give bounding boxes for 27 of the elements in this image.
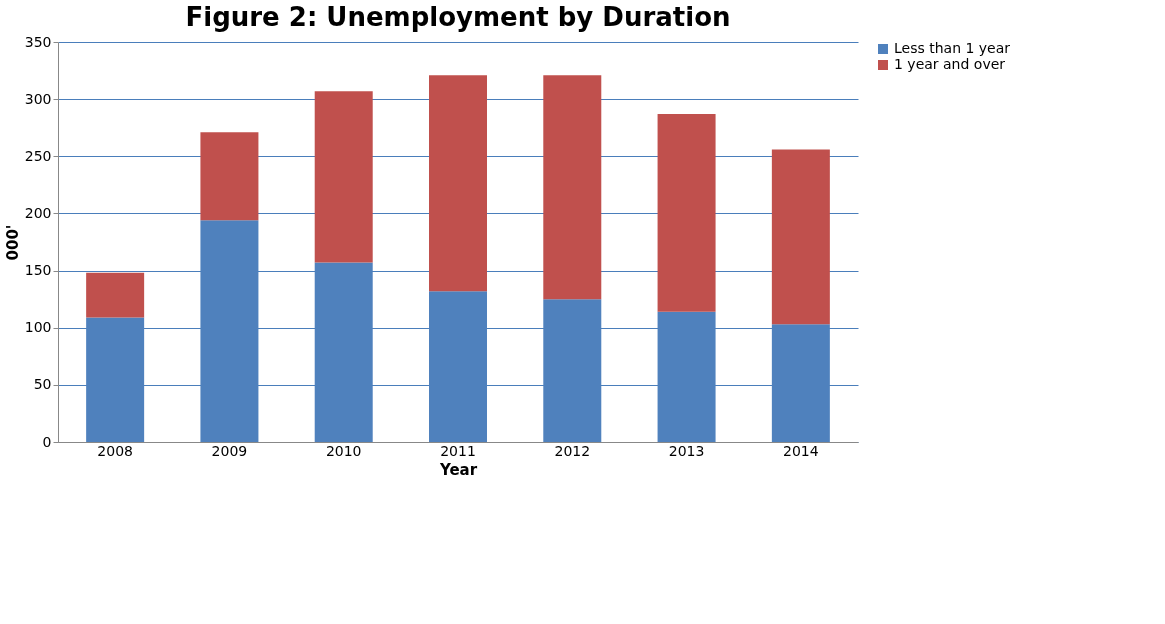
bar xyxy=(657,114,716,312)
y-tick-label: 100 xyxy=(24,319,52,336)
y-tick-label: 200 xyxy=(24,204,52,221)
x-tick-label: 2008 xyxy=(97,442,133,459)
y-tick-label: 350 xyxy=(24,33,52,50)
legend-label: 1 year and over xyxy=(894,56,1006,72)
x-tick-label: 2010 xyxy=(325,442,362,459)
y-tick-label: 300 xyxy=(24,90,52,107)
x-tick-label: 2014 xyxy=(783,442,819,459)
y-tick-label: 150 xyxy=(24,262,52,279)
y-tick-label: 250 xyxy=(24,147,52,164)
bar xyxy=(429,75,487,292)
x-tick-label: 2012 xyxy=(554,442,591,459)
y-tick-label: 50 xyxy=(33,376,52,393)
x-tick-label: 2013 xyxy=(668,442,705,459)
y-tick-label: 0 xyxy=(42,433,52,450)
bar xyxy=(200,132,259,221)
x-tick-label: 2011 xyxy=(440,442,476,459)
x-axis-title: Year xyxy=(438,460,478,479)
bar xyxy=(314,91,373,263)
x-tick-label: 2009 xyxy=(211,442,248,459)
legend-label: Less than 1 year xyxy=(894,40,1011,56)
chart-title: Figure 2: Unemployment by Duration xyxy=(185,2,731,32)
bar xyxy=(86,272,145,318)
y-axis-title: 000' xyxy=(3,224,22,261)
bar xyxy=(771,149,830,325)
bar xyxy=(543,75,602,300)
